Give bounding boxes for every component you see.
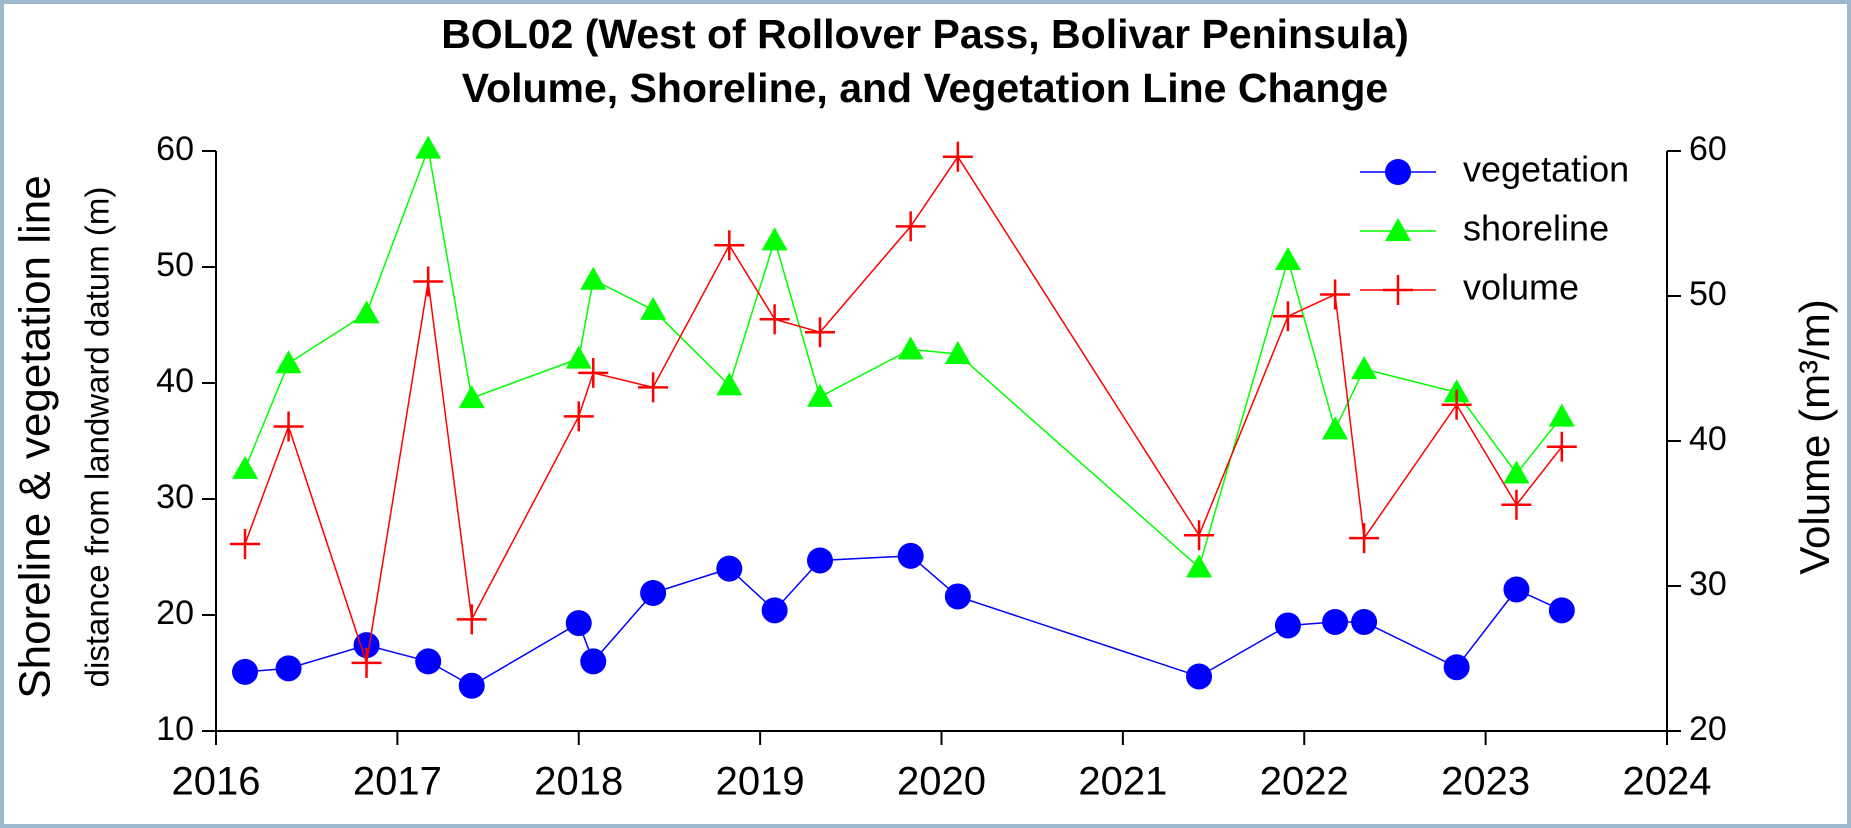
marker	[1274, 247, 1301, 271]
marker	[1546, 431, 1577, 462]
marker	[353, 300, 380, 324]
marker	[275, 655, 302, 682]
series-line	[244, 145, 1563, 569]
marker	[1501, 489, 1532, 520]
marker	[897, 542, 924, 569]
marker	[230, 528, 261, 559]
y-tick-label: 30	[156, 478, 194, 516]
marker	[942, 141, 973, 172]
marker	[1322, 416, 1349, 440]
legend-marker	[1385, 159, 1411, 185]
y-tick-label: 10	[156, 710, 194, 748]
y-tick-label: 40	[156, 362, 194, 400]
y2-tick-label: 40	[1689, 420, 1727, 458]
marker	[1322, 608, 1349, 635]
y2-axis-label: Volume (m³/m)	[1791, 299, 1838, 574]
marker	[458, 385, 485, 409]
series-line	[244, 155, 1563, 664]
marker	[565, 345, 592, 369]
x-tick-label: 2018	[534, 760, 623, 804]
marker	[1503, 460, 1530, 484]
marker	[761, 227, 788, 251]
legend-label: shoreline	[1463, 208, 1609, 249]
x-tick-label: 2017	[353, 760, 442, 804]
y-tick-label: 20	[156, 594, 194, 632]
marker	[351, 647, 382, 678]
legend-label: volume	[1463, 267, 1579, 308]
marker	[580, 648, 607, 675]
legend-marker	[1385, 218, 1411, 241]
y2-tick-label: 20	[1689, 710, 1727, 748]
marker	[415, 135, 442, 159]
marker	[716, 555, 743, 582]
legend-marker	[1383, 275, 1413, 305]
marker	[1186, 663, 1213, 690]
marker	[806, 547, 833, 574]
marker	[1351, 356, 1378, 380]
marker	[761, 597, 788, 624]
chart-subtitle: Volume, Shoreline, and Vegetation Line C…	[462, 65, 1388, 111]
marker	[897, 336, 924, 360]
marker	[1186, 554, 1213, 578]
y2-tick-label: 50	[1689, 275, 1727, 313]
marker	[578, 357, 609, 388]
marker	[1320, 279, 1351, 310]
x-tick-label: 2016	[172, 760, 261, 804]
marker	[1441, 389, 1472, 420]
y-axis-label: Shoreline & vegetation line	[11, 175, 60, 698]
marker	[1548, 403, 1575, 427]
marker	[806, 383, 833, 407]
x-tick-label: 2021	[1078, 760, 1167, 804]
chart-title: BOL02 (West of Rollover Pass, Bolivar Pe…	[441, 11, 1409, 57]
marker	[458, 672, 485, 699]
marker	[563, 401, 594, 432]
marker	[944, 341, 971, 364]
x-tick-label: 2020	[897, 760, 986, 804]
marker	[895, 211, 926, 242]
marker	[232, 658, 259, 685]
x-tick-label: 2019	[716, 760, 805, 804]
marker	[1351, 608, 1378, 635]
marker	[1272, 301, 1303, 332]
marker	[565, 610, 592, 637]
marker	[1274, 612, 1301, 639]
y2-tick-label: 60	[1689, 130, 1727, 168]
marker	[1349, 523, 1380, 554]
marker	[1503, 576, 1530, 603]
y-tick-label: 60	[156, 130, 194, 168]
y-tick-label: 50	[156, 246, 194, 284]
marker	[759, 304, 790, 335]
marker	[638, 372, 669, 403]
marker	[456, 604, 487, 635]
marker	[232, 455, 259, 479]
marker	[640, 296, 667, 320]
x-tick-label: 2022	[1260, 760, 1349, 804]
legend-label: vegetation	[1463, 149, 1629, 190]
x-tick-label: 2023	[1441, 760, 1530, 804]
y2-tick-label: 30	[1689, 565, 1727, 603]
marker	[580, 266, 607, 290]
marker	[714, 230, 745, 261]
marker	[716, 372, 743, 396]
marker	[413, 266, 444, 297]
marker	[275, 350, 302, 374]
marker	[804, 317, 835, 348]
marker	[944, 583, 971, 610]
marker	[1443, 654, 1470, 681]
y-axis-sublabel: distance from landward datum (m)	[79, 187, 116, 688]
x-tick-label: 2024	[1623, 760, 1712, 804]
marker	[273, 411, 304, 442]
marker	[640, 579, 667, 606]
marker	[1548, 597, 1575, 624]
marker	[415, 648, 442, 675]
marker	[353, 632, 380, 659]
marker	[1184, 520, 1215, 551]
